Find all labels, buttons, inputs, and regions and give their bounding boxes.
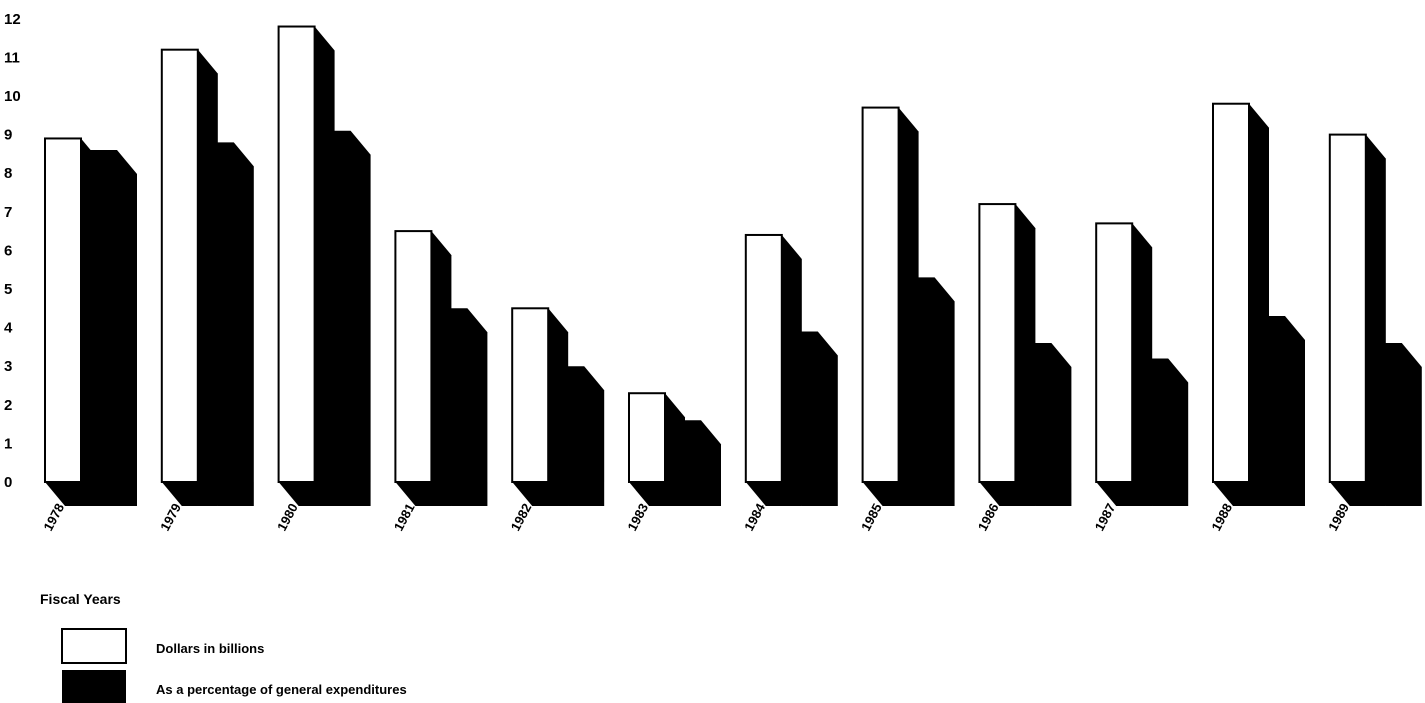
legend-label-dollars: Dollars in billions	[156, 641, 264, 656]
x-tick-label: 1983	[624, 501, 651, 534]
y-tick-label: 3	[4, 358, 12, 375]
legend-swatch-percentage	[62, 670, 126, 703]
bar-dollars	[277, 25, 316, 484]
legend-swatch-dollars	[61, 628, 127, 664]
bar-group	[277, 25, 371, 507]
y-tick-label: 11	[4, 49, 20, 66]
legend: Dollars in billions As a percentage of g…	[61, 628, 407, 703]
bar-group	[1095, 222, 1189, 506]
bar-group	[511, 307, 605, 506]
y-tick-label: 12	[4, 11, 21, 28]
x-tick-label: 1985	[858, 501, 885, 534]
y-tick-label: 6	[4, 242, 12, 259]
bar-group	[978, 203, 1072, 506]
bar-dollars	[628, 392, 666, 483]
x-tick-label: 1982	[508, 501, 535, 534]
bar-dollars	[1328, 133, 1367, 483]
bar-group	[160, 48, 254, 507]
x-tick-label: 1984	[741, 500, 768, 533]
bar-dollars	[160, 48, 199, 484]
bar-dollars	[978, 203, 1017, 484]
x-tick-label: 1987	[1092, 501, 1119, 534]
x-tick-label: 1979	[157, 501, 184, 534]
y-tick-label: 2	[4, 397, 12, 414]
bar-dollars	[394, 230, 433, 483]
bar-dollars	[744, 233, 783, 483]
bar-group	[744, 233, 838, 506]
bar-group	[861, 106, 955, 506]
bar-group	[1212, 102, 1305, 506]
x-tick-label: 1986	[975, 501, 1002, 534]
y-tick-label: 9	[4, 127, 12, 144]
y-tick-label: 10	[4, 88, 21, 105]
x-axis-title: Fiscal Years	[40, 591, 121, 607]
bar-group	[628, 392, 721, 506]
bar-group	[44, 137, 137, 507]
bar-dollars	[511, 307, 550, 483]
y-tick-label: 8	[4, 165, 12, 182]
y-tick-label: 1	[4, 435, 12, 452]
bar-group	[394, 230, 488, 506]
y-tick-label: 0	[4, 474, 12, 491]
y-tick-label: 5	[4, 281, 12, 298]
x-tick-label: 1988	[1208, 501, 1235, 534]
x-tick-label: 1980	[274, 501, 301, 534]
legend-label-percentage: As a percentage of general expenditures	[156, 682, 407, 697]
bar-dollars	[861, 106, 900, 484]
bars	[44, 25, 1422, 507]
y-tick-label: 7	[4, 204, 12, 221]
y-tick-label: 4	[4, 320, 13, 337]
x-tick-label: 1981	[391, 501, 418, 534]
x-tick-label: 1978	[40, 501, 67, 534]
x-tick-label: 1989	[1325, 501, 1352, 534]
bar-dollars	[1095, 222, 1134, 483]
bar-dollars	[1212, 102, 1250, 483]
bar-group	[1328, 133, 1422, 506]
bar-dollars	[44, 137, 82, 484]
